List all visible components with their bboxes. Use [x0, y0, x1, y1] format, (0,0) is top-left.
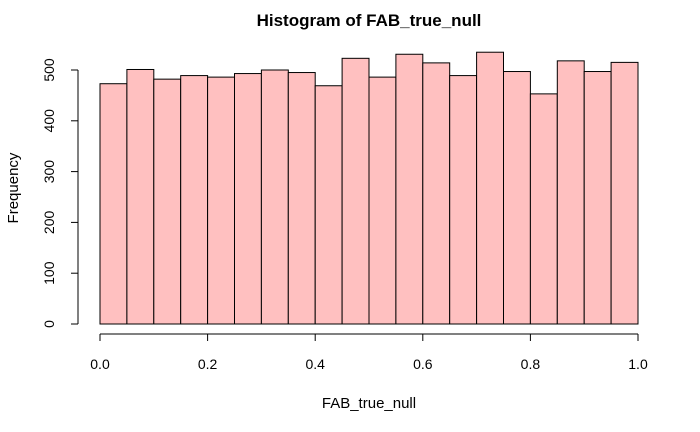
x-axis: 0.0 0.2 0.4 0.6 0.8 1.0: [90, 333, 648, 372]
y-tick-label-2: 200: [41, 211, 57, 235]
histogram-bar-9: [341, 57, 370, 325]
histogram-bar-10: [368, 76, 397, 325]
y-tick-label-5: 500: [41, 58, 57, 82]
x-tick-label-1: 0.2: [198, 356, 218, 372]
y-tick-label-3: 300: [41, 160, 57, 184]
y-axis-label: Frequency: [5, 152, 22, 223]
x-tick-label-3: 0.6: [413, 356, 433, 372]
x-tick-label-0: 0.0: [90, 356, 110, 372]
histogram-bar-7: [287, 72, 316, 325]
histogram-bar-0: [99, 83, 128, 325]
chart-title: Histogram of FAB_true_null: [257, 11, 482, 30]
histogram-bar-15: [503, 71, 531, 325]
histogram-bar-16: [529, 93, 558, 325]
y-axis: 0 100 200 300 400 500: [41, 58, 79, 328]
x-tick-label-2: 0.4: [305, 356, 325, 372]
y-tick-label-0: 0: [41, 320, 57, 328]
histogram-bar-12: [422, 62, 451, 325]
histogram-bar-8: [314, 85, 343, 325]
histogram-bar-6: [260, 69, 289, 325]
histogram-bar-4: [207, 76, 236, 325]
y-tick-label-1: 100: [41, 261, 57, 285]
x-axis-label: FAB_true_null: [322, 395, 416, 412]
x-tick-label-5: 1.0: [628, 356, 648, 372]
histogram-bar-5: [234, 73, 262, 325]
histogram-bar-18: [583, 71, 612, 325]
histogram-bar-19: [610, 61, 639, 325]
histogram-bar-17: [556, 60, 585, 325]
bars-group: [99, 51, 639, 325]
histogram-bar-14: [476, 51, 505, 325]
histogram-bar-11: [395, 53, 424, 325]
y-tick-label-4: 400: [41, 109, 57, 133]
x-tick-label-4: 0.8: [521, 356, 541, 372]
histogram-bar-1: [126, 68, 155, 325]
histogram-bar-13: [449, 75, 478, 325]
histogram-bar-2: [153, 78, 182, 325]
histogram-bar-3: [180, 75, 209, 325]
